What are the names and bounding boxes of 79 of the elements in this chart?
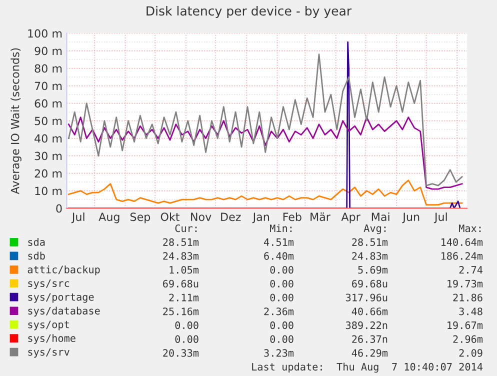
x-tick-label: Jul xyxy=(71,212,84,224)
y-tick-label: 20 m xyxy=(34,169,62,178)
legend-label: sys/home xyxy=(28,334,76,344)
text: 140.64m xyxy=(441,238,483,246)
text: 0.00 xyxy=(175,335,198,343)
text: 19.67m xyxy=(448,321,483,330)
text: 2.74 xyxy=(459,266,483,274)
line-series xyxy=(68,116,463,190)
x-tick-label: Jun xyxy=(402,212,420,224)
text: 2.11m xyxy=(169,294,199,302)
y-axis-title: Average IO Wait (seconds) xyxy=(10,48,22,194)
legend-label: sys/opt xyxy=(28,320,69,330)
y-tick-label: 0 xyxy=(56,204,62,213)
text: 2.09 xyxy=(459,349,482,357)
text: 0.00 xyxy=(270,321,294,330)
legend-label: sda xyxy=(28,238,45,246)
y-tick-label: 90 m xyxy=(34,46,62,56)
text: 1.05m xyxy=(170,266,199,274)
x-tick-label: Mai xyxy=(372,212,390,222)
x-tick-label: Nov xyxy=(191,212,212,222)
text: 24.83m xyxy=(163,252,199,260)
text: 4.51m xyxy=(264,238,294,246)
y-tick-label: 80 m xyxy=(34,64,62,73)
x-tick-label: Okt xyxy=(160,212,180,222)
x-tick-label: Mär xyxy=(310,212,330,222)
text: 2.36m xyxy=(264,308,294,316)
text: Max: xyxy=(459,224,481,232)
text: Cur: xyxy=(175,224,197,232)
text: 5.69m xyxy=(358,266,388,274)
text: 20.33m xyxy=(163,349,199,357)
line-series xyxy=(68,54,463,186)
legend-label: sys/database xyxy=(28,306,100,317)
text: 3.48 xyxy=(459,308,482,316)
text: 28.51m xyxy=(352,238,388,246)
text: 19.73m xyxy=(448,280,483,288)
text: 69.68u xyxy=(352,280,388,288)
legend-label: sys/portage xyxy=(28,293,94,303)
chart-title: Disk latency per device - by year xyxy=(146,6,352,18)
text: 389.22n xyxy=(346,321,388,330)
text: 69.68u xyxy=(163,280,198,288)
text: 0.00 xyxy=(270,280,294,288)
text: 21.86 xyxy=(453,294,482,302)
line-series xyxy=(68,180,463,206)
text: 0.00 xyxy=(270,294,294,302)
text: 26.37n xyxy=(352,335,388,343)
legend-label: sdb xyxy=(28,252,45,260)
legend-label: sys/srv xyxy=(28,348,70,358)
x-tick-label: Dez xyxy=(221,212,241,222)
x-tick-label: Jan xyxy=(252,212,270,224)
text: 0.00 xyxy=(270,335,294,343)
y-tick-label: 40 m xyxy=(34,134,62,143)
x-tick-label: Sep xyxy=(130,212,150,224)
text: Min: xyxy=(270,224,292,232)
x-tick-label: Aug xyxy=(98,212,120,224)
text: Last update: Thu Aug 7 10:40:07 2014 xyxy=(252,362,483,373)
legend-label: sys/src xyxy=(28,280,70,290)
legend-label: attic/backup xyxy=(28,265,100,276)
text: 24.83m xyxy=(352,252,388,260)
y-tick-label: 30 m xyxy=(34,152,62,160)
x-tick-label: Feb xyxy=(283,212,302,222)
y-tick-label: 70 m xyxy=(34,82,62,90)
y-tick-label: 60 m xyxy=(34,99,62,108)
text: 28.51m xyxy=(163,238,199,246)
text: 0.00 xyxy=(175,321,198,330)
text: 46.29m xyxy=(352,349,388,357)
text: 6.40m xyxy=(264,252,294,260)
text: 317.96u xyxy=(346,294,388,302)
y-tick-label: 50 m xyxy=(34,116,62,126)
y-tick-label: 100 m xyxy=(28,29,62,38)
text: 25.16m xyxy=(163,308,199,316)
text: 0.00 xyxy=(270,266,294,274)
text: 40.66m xyxy=(352,308,388,316)
text: Avg: xyxy=(364,224,386,234)
x-tick-label: Apr xyxy=(341,212,360,224)
text: 2.96m xyxy=(453,335,483,343)
text: 3.23m xyxy=(264,349,294,357)
y-tick-label: 10 m xyxy=(35,186,62,196)
text: 186.24m xyxy=(441,252,483,260)
x-tick-label: Jul xyxy=(434,212,447,224)
